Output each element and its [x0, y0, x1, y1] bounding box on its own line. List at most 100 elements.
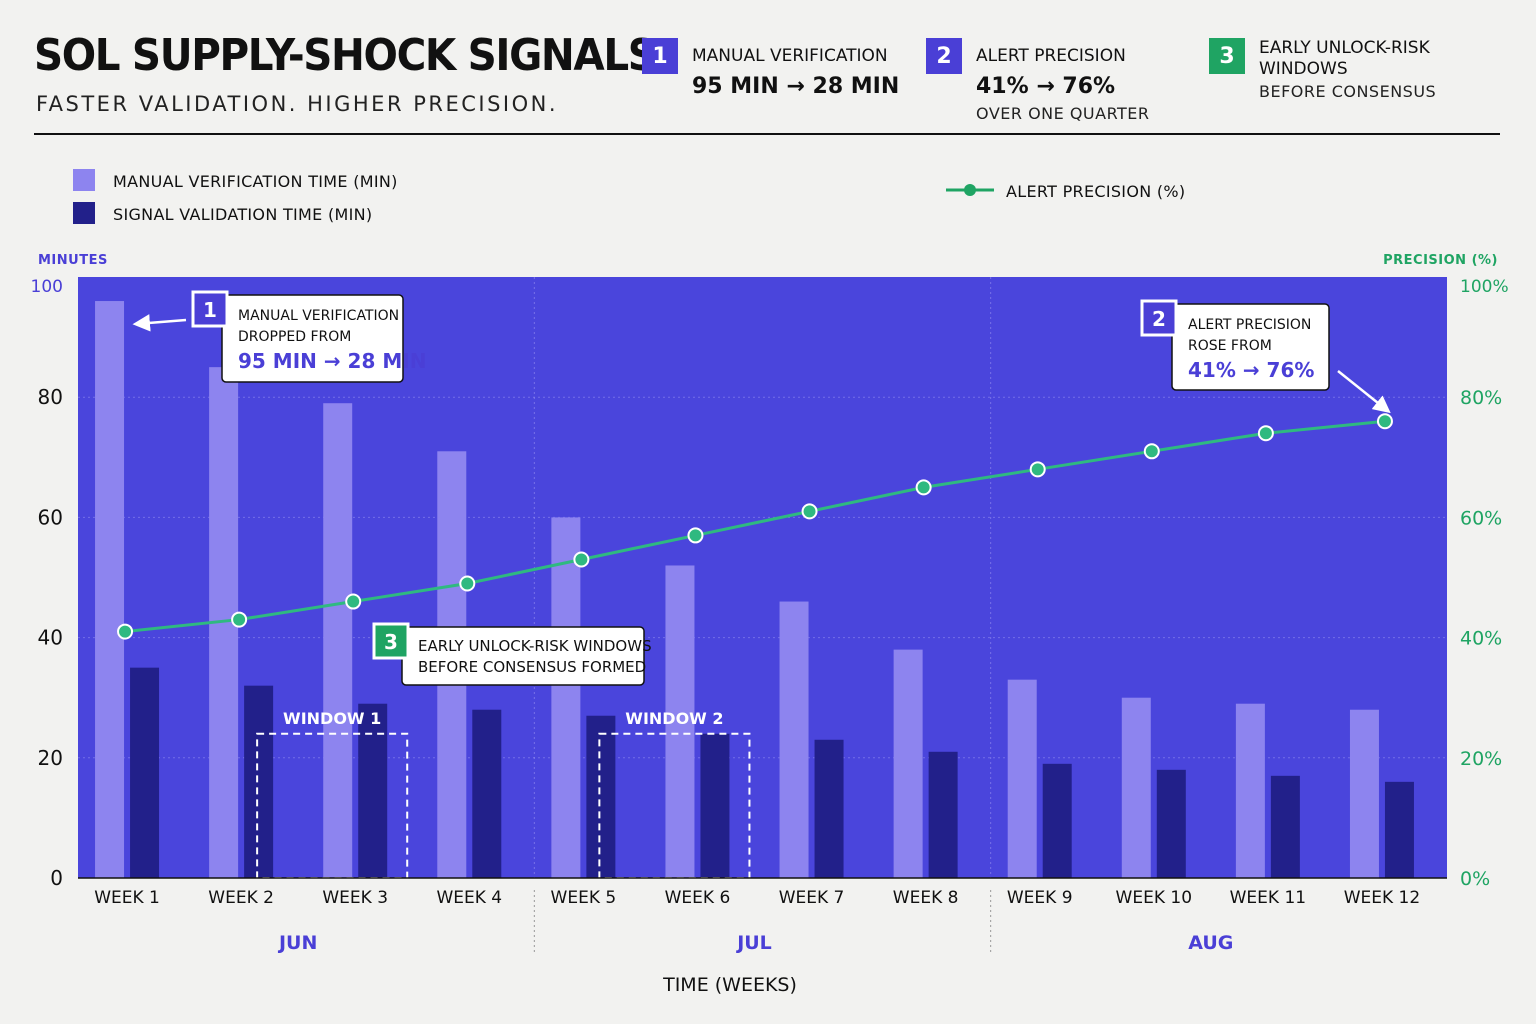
month-label: AUG	[1188, 932, 1233, 954]
x-tick-label: WEEK 9	[1007, 888, 1073, 908]
kpi-badge-1: 1	[642, 38, 678, 74]
callout-badge	[1140, 299, 1178, 337]
bar-signal-11	[1270, 775, 1300, 878]
callout-arrow-1	[132, 314, 187, 332]
kpi-label: MANUAL VERIFICATION	[692, 46, 888, 66]
y-tick-label: 40	[38, 626, 63, 650]
y2-tick-label: 60%	[1460, 507, 1502, 529]
x-tick-label: WEEK 2	[208, 888, 274, 908]
highlight-window-1	[256, 732, 409, 880]
precision-point-2	[231, 611, 248, 628]
bar-signal-10	[1156, 769, 1186, 878]
y2-tick-label: 100%	[1460, 277, 1509, 297]
precision-line	[124, 419, 1386, 634]
callout-line1: MANUAL VERIFICATION	[238, 308, 399, 324]
callout-line1: ALERT PRECISION	[1188, 317, 1311, 333]
callout-badge	[372, 622, 410, 660]
y-tick-label: 0	[50, 866, 63, 890]
precision-point-10	[1143, 443, 1160, 460]
callout-badge-number: 3	[384, 630, 398, 654]
kpi-label-line2: WINDOWS	[1259, 59, 1348, 79]
bar-manual-10	[1121, 697, 1151, 878]
legend-swatch-manual	[73, 169, 95, 191]
bar-manual-12	[1349, 709, 1379, 878]
bar-signal-2	[244, 685, 274, 878]
x-tick-label: WEEK 8	[893, 888, 959, 908]
y-tick-label: 60	[38, 505, 63, 529]
bar-manual-5	[551, 517, 581, 878]
y-axis-title: MINUTES	[38, 253, 108, 268]
y-tick-label: 80	[38, 385, 63, 409]
bar-signal-6	[700, 733, 730, 878]
x-tick-label: WEEK 10	[1116, 888, 1192, 908]
x-tick-label: WEEK 4	[436, 888, 502, 908]
header-divider	[34, 133, 1500, 135]
month-label: JUL	[735, 932, 772, 954]
precision-point-5	[573, 551, 590, 568]
bar-signal-4	[472, 709, 502, 878]
y2-tick-label: 80%	[1460, 387, 1502, 409]
precision-point-3	[345, 593, 362, 610]
callout-1: 1 MANUAL VERIFICATION DROPPED FROM 95 MIN →…	[191, 290, 426, 383]
callout-line1: EARLY UNLOCK-RISK WINDOWS	[418, 637, 652, 655]
legend-label-manual: MANUAL VERIFICATION TIME (MIN)	[113, 172, 398, 191]
bar-signal-3	[358, 703, 388, 878]
callout-box	[1171, 303, 1330, 391]
y2-tick-label: 40%	[1460, 628, 1502, 650]
x-tick-label: WEEK 5	[551, 888, 617, 908]
month-label: JUN	[277, 932, 317, 954]
legend-swatch-signal	[73, 202, 95, 224]
callout-3: 3 EARLY UNLOCK-RISK WINDOWS BEFORE CONSENS…	[372, 622, 652, 686]
legend-swatch-precision	[946, 184, 994, 196]
callout-line2: DROPPED FROM	[238, 329, 351, 345]
bar-manual-9	[1007, 679, 1037, 878]
page-subtitle: FASTER VALIDATION. HIGHER PRECISION.	[36, 92, 559, 116]
kpi-badge-2: 2	[926, 38, 962, 74]
y-tick-label: 100	[31, 277, 63, 297]
precision-point-7	[801, 503, 818, 520]
legend-label-signal: SIGNAL VALIDATION TIME (MIN)	[113, 205, 373, 224]
bar-signal-5	[586, 715, 616, 878]
y2-tick-label: 20%	[1460, 748, 1502, 770]
x-tick-label: WEEK 7	[779, 888, 845, 908]
precision-point-11	[1257, 425, 1274, 442]
kpi-badge-3: 3	[1209, 38, 1245, 74]
x-tick-label: WEEK 3	[322, 888, 388, 908]
highlight-window-label-2: WINDOW 2	[625, 709, 723, 728]
bar-signal-7	[814, 739, 844, 878]
callout-badge-number: 1	[203, 298, 217, 322]
bar-signal-1	[130, 667, 160, 878]
legend-label-precision: ALERT PRECISION (%)	[1006, 182, 1186, 201]
callout-box	[221, 294, 404, 383]
bar-signal-8	[928, 751, 958, 878]
y2-tick-label: 0%	[1460, 868, 1490, 890]
precision-point-9	[1029, 461, 1046, 478]
callout-2: 2 ALERT PRECISION ROSE FROM 41% → 76%	[1140, 299, 1330, 391]
kpi-value: 41% → 76%	[976, 74, 1116, 99]
x-tick-label: WEEK 12	[1344, 888, 1420, 908]
y2-axis-title: PRECISION (%)	[1383, 253, 1498, 268]
bar-manual-7	[779, 601, 809, 878]
precision-point-4	[459, 575, 476, 592]
bar-manual-3	[323, 403, 353, 878]
bar-signal-9	[1042, 763, 1072, 878]
bar-manual-6	[665, 565, 695, 878]
kpi-label: EARLY UNLOCK-RISK	[1259, 38, 1430, 58]
bar-signal-12	[1384, 781, 1414, 878]
callout-arrow-2	[1337, 370, 1391, 414]
precision-point-6	[687, 527, 704, 544]
highlight-window-label-1: WINDOW 1	[283, 709, 381, 728]
x-tick-label: WEEK 11	[1230, 888, 1306, 908]
callout-badge-number: 2	[1152, 307, 1166, 331]
precision-point-12	[1376, 413, 1393, 430]
y-tick-label: 20	[38, 746, 63, 770]
kpi-label: ALERT PRECISION	[976, 46, 1126, 66]
x-tick-label: WEEK 6	[665, 888, 731, 908]
callout-box	[401, 626, 645, 686]
bar-manual-8	[893, 649, 923, 878]
page-title: SOL SUPPLY-SHOCK SIGNALS	[34, 30, 657, 81]
kpi-note: OVER ONE QUARTER	[976, 104, 1150, 123]
callout-line2: ROSE FROM	[1188, 338, 1272, 354]
highlight-window-2	[598, 732, 751, 880]
